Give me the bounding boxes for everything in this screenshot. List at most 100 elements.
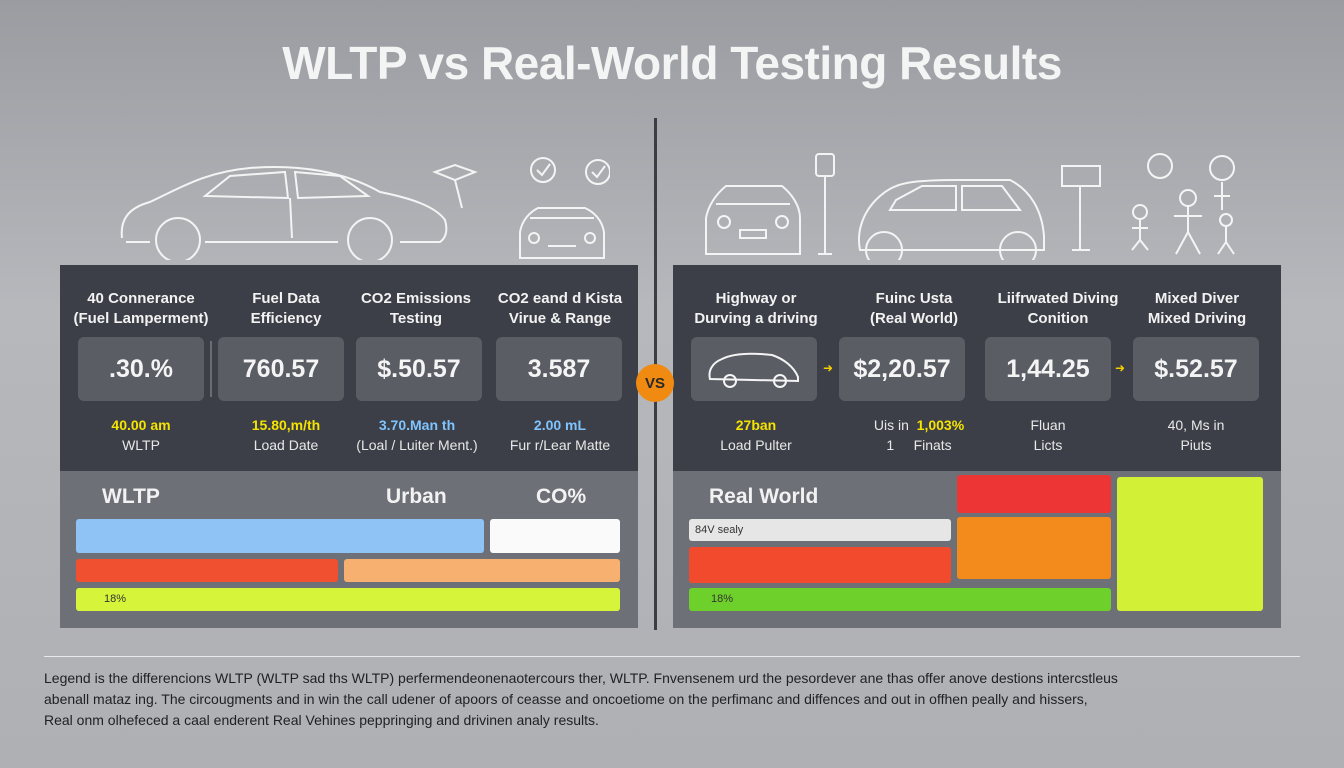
bar-green-text: 18% — [711, 593, 734, 605]
bar-red — [689, 547, 951, 583]
stat-header: CO2 eand d Kista Virue & Range — [492, 289, 628, 329]
stat-subtext: 27ban Load Pulter — [681, 415, 831, 455]
stat-value-box: 3.587 — [496, 337, 622, 401]
vs-badge: VS — [636, 364, 674, 402]
stat-subtext: 40, Ms in Piuts — [1133, 415, 1259, 455]
header-line: Mixed Driving — [1147, 310, 1247, 327]
header-line: Fuel Data — [252, 290, 320, 307]
stat-caption: 40, Ms in — [1167, 417, 1225, 433]
stat-value-box: $.50.57 — [356, 337, 482, 401]
stat-value-box: $.52.57 — [1133, 337, 1259, 401]
box-separator — [210, 341, 212, 397]
arrow-icon: ➜ — [1115, 361, 1126, 375]
bar-red-top — [957, 475, 1111, 513]
header-line: 40 Connerance — [87, 290, 195, 307]
legend-line: Legend is the differencions WLTP (WLTP s… — [44, 670, 1118, 686]
bar-white — [490, 519, 620, 553]
hatchback-icon — [708, 352, 799, 388]
stat-caption: Piuts — [1180, 437, 1212, 453]
arrow-icon: ➜ — [823, 361, 834, 375]
header-line: Conition — [1027, 310, 1089, 327]
legend-text: Legend is the differencions WLTP (WLTP s… — [44, 668, 1304, 731]
header-line: Efficiency — [250, 310, 322, 327]
stat-value-box: 760.57 — [218, 337, 344, 401]
bar-red — [76, 559, 338, 582]
sign-icon — [1061, 165, 1101, 251]
header-line: Liifrwated Diving — [997, 290, 1119, 307]
stat-subtext: 2.00 mL Fur r/Lear Matte — [492, 415, 628, 455]
stat-highlight: 15.80,m/th — [251, 417, 321, 433]
stat-highlight: 27ban — [735, 417, 777, 433]
stat-caption: Licts — [1033, 437, 1063, 453]
stat-header: Fuinc Usta (Real World) — [849, 289, 979, 329]
stat-highlight: 1,003% — [916, 417, 965, 433]
stat-subtext: Uis in 1,003% 1 Finats — [839, 415, 999, 455]
bar-orange — [957, 517, 1111, 579]
stat-header: Highway or Durving a driving — [681, 289, 831, 329]
stat-highlight: 2.00 mL — [533, 417, 587, 433]
real-world-stats-panel: Highway or Durving a driving Fuinc Usta … — [673, 265, 1281, 471]
stat-header: Liifrwated Diving Conition — [983, 289, 1133, 329]
stat-highlight: 40.00 am — [111, 417, 171, 433]
stat-caption: WLTP — [122, 437, 160, 453]
header-line: CO2 Emissions — [360, 290, 472, 307]
header-line: (Fuel Lamperment) — [73, 310, 209, 327]
stat-subtext: 40.00 am WLTP — [64, 415, 218, 455]
stat-highlight: 3.70.Man th — [378, 417, 456, 433]
stat-header: CO2 Emissions Testing — [352, 289, 480, 329]
header-line: Mixed Diver — [1154, 290, 1240, 307]
stat-value-box: $2,20.57 — [839, 337, 965, 401]
stat-subtext: 15.80,m/th Load Date — [224, 415, 348, 455]
header-line: CO2 eand d Kista — [497, 290, 623, 307]
bars-title: WLTP — [102, 485, 160, 508]
stat-caption: Load Date — [253, 437, 319, 453]
bar-lime-text: 18% — [104, 593, 127, 605]
header-line: Virue & Range — [508, 310, 612, 327]
check-badge-icon — [530, 157, 610, 185]
stat-extra: 1 — [886, 437, 895, 453]
stat-subtext: 3.70.Man th (Loal / Luiter Ment.) — [344, 415, 490, 455]
legend-line: Real onm olhefeced a caal enderent Real … — [44, 712, 599, 728]
bars-urban-label: Urban — [386, 485, 447, 508]
bar-light — [689, 519, 951, 541]
stat-value-box: .30.% — [78, 337, 204, 401]
right-illustrations — [700, 150, 1260, 260]
real-world-bars-panel: Real World 84V sealy 18% — [673, 471, 1281, 628]
hatchback-outline-icon — [858, 179, 1045, 260]
stat-caption: Fur r/Lear Matte — [509, 437, 611, 453]
stat-value-box: 1,44.25 — [985, 337, 1111, 401]
page-title: WLTP vs Real-World Testing Results — [282, 37, 1062, 89]
bar-peach — [344, 559, 620, 582]
header-line: Testing — [389, 310, 443, 327]
family-icon — [1131, 153, 1235, 255]
stat-header: Mixed Diver Mixed Driving — [1135, 289, 1259, 329]
stat-caption: (Loal / Luiter Ment.) — [356, 437, 478, 453]
parking-sign-icon — [815, 153, 835, 255]
stat-prefix: Uis in — [873, 417, 909, 433]
bar-blue — [76, 519, 484, 553]
bars-title: Real World — [709, 485, 819, 508]
stat-subtext: Fluan Licts — [985, 415, 1111, 455]
car-front-icon — [705, 185, 801, 255]
bar-lime — [76, 588, 620, 611]
stat-header: Fuel Data Efficiency — [224, 289, 348, 329]
bar-lime-block — [1117, 477, 1263, 611]
signpost-icon — [432, 163, 478, 209]
legend-divider — [44, 656, 1300, 657]
car-icon-box — [691, 337, 817, 401]
left-illustrations — [110, 150, 610, 260]
header-line: Highway or — [715, 290, 797, 307]
stat-caption: Load Pulter — [720, 437, 792, 453]
stat-header: 40 Connerance (Fuel Lamperment) — [64, 289, 218, 329]
bar-green — [689, 588, 1111, 611]
header-line: Durving a driving — [694, 310, 818, 327]
stat-caption: Finats — [913, 437, 952, 453]
header-line: (Real World) — [869, 310, 959, 327]
header-line: Fuinc Usta — [875, 290, 953, 307]
stat-caption: Fluan — [1030, 417, 1066, 433]
sedan-outline-icon — [120, 166, 448, 260]
bar-light-text: 84V sealy — [695, 524, 744, 536]
wltp-stats-panel: 40 Connerance (Fuel Lamperment) Fuel Dat… — [60, 265, 638, 471]
wltp-bars-panel: WLTP Urban CO% 18% — [60, 471, 638, 628]
legend-line: abenall mataz ing. The circougments and … — [44, 691, 1088, 707]
